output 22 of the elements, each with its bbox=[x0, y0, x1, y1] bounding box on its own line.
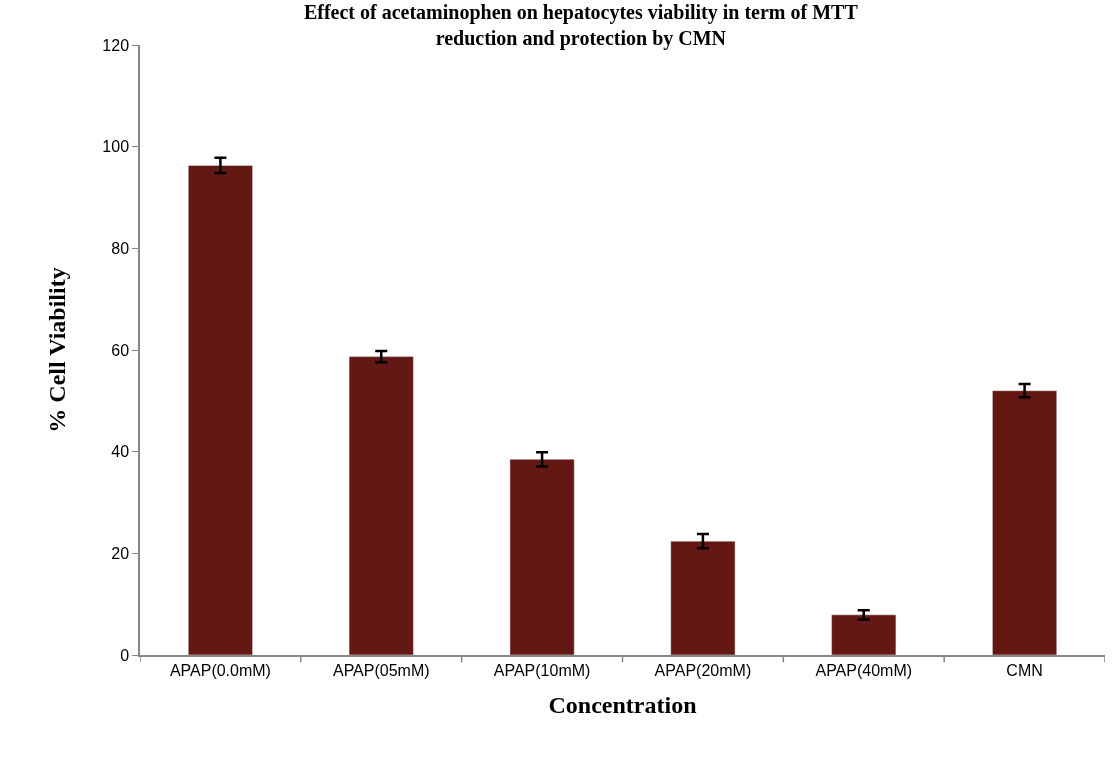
y-tick-label: 100 bbox=[102, 138, 130, 156]
bar bbox=[670, 540, 736, 655]
bar bbox=[509, 459, 575, 655]
y-tick-label: 120 bbox=[102, 36, 130, 54]
bar bbox=[831, 614, 897, 655]
x-tick-label: CMN bbox=[1006, 661, 1043, 679]
x-axis-title: Concentration bbox=[548, 691, 697, 718]
x-tick-label: APAP(0.0mM) bbox=[169, 661, 271, 679]
y-tick-label: 40 bbox=[111, 443, 130, 461]
y-axis-title: % Cell Viability bbox=[43, 267, 70, 433]
x-tick-label: APAP(10mM) bbox=[493, 661, 591, 679]
x-tick-label: APAP(20mM) bbox=[654, 661, 752, 679]
bar bbox=[188, 165, 253, 655]
x-tick-label: APAP(40mM) bbox=[815, 661, 913, 679]
bar bbox=[992, 390, 1057, 655]
bar bbox=[348, 356, 414, 655]
y-tick-label: 20 bbox=[111, 544, 130, 562]
chart-title: Effect of acetaminophen on hepatocytes viability in term of MTT reduction and protection by CMN bbox=[303, 1, 859, 51]
y-tick-label: 60 bbox=[111, 341, 130, 359]
y-tick-label: 80 bbox=[111, 239, 130, 257]
y-tick-label: 0 bbox=[120, 646, 130, 664]
x-tick-label: APAP(05mM) bbox=[332, 661, 430, 679]
